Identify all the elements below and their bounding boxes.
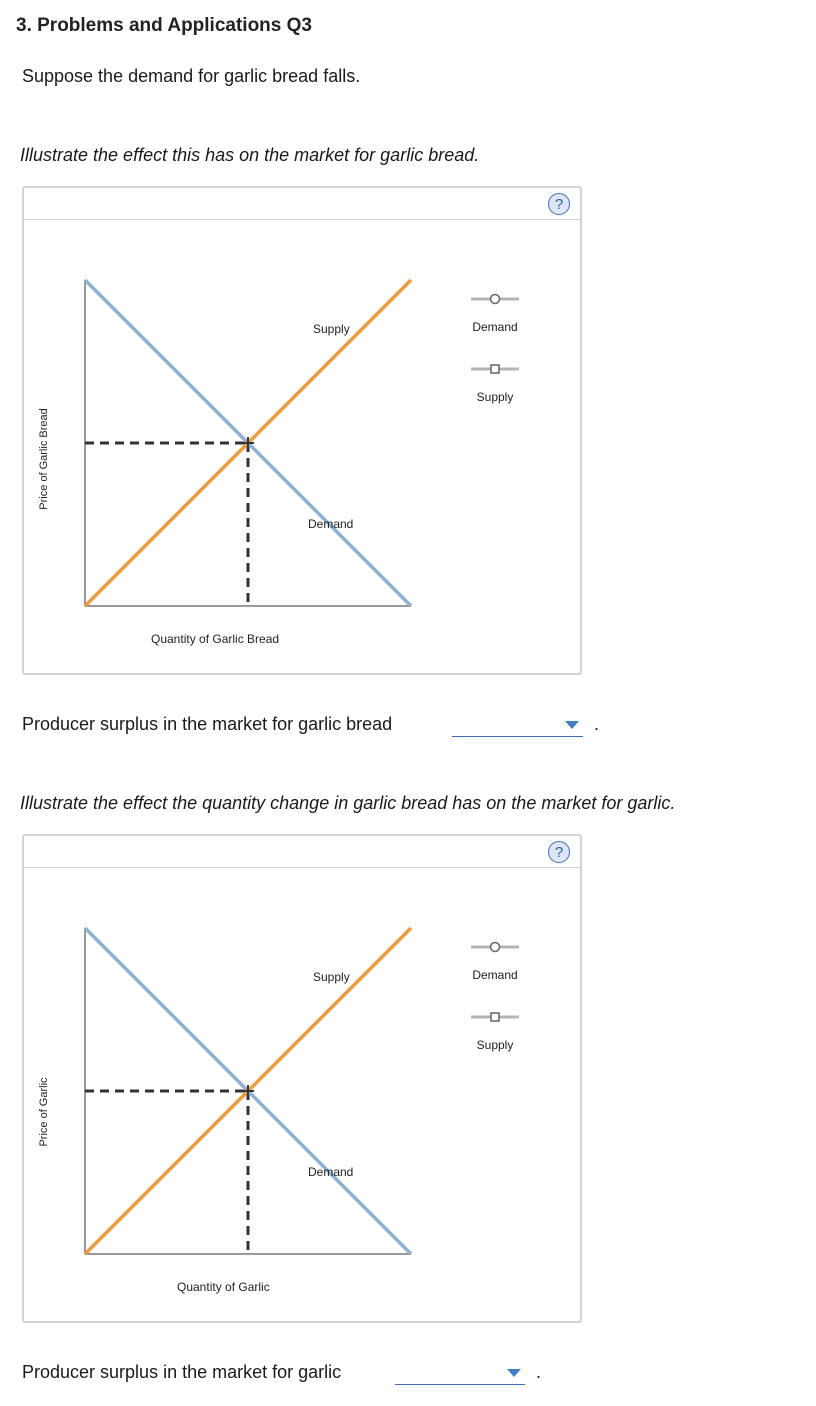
palette-supply-tool[interactable]: Supply (460, 1010, 530, 1052)
x-axis-label: Quantity of Garlic (177, 1280, 270, 1294)
problem-heading: 3. Problems and Applications Q3 (16, 15, 312, 36)
supply-curve-label: Supply (313, 322, 350, 336)
chevron-down-icon (507, 1369, 521, 1377)
demand-curve-label: Demand (308, 517, 354, 531)
instruction-garlic: Illustrate the effect the quantity chang… (20, 793, 676, 813)
palette-supply-label: Supply (476, 390, 514, 404)
x-axis-label: Quantity of Garlic Bread (151, 632, 280, 646)
panel-toolbar: ? (24, 836, 580, 868)
palette-demand-tool[interactable]: Demand (460, 292, 530, 334)
palette-demand-tool[interactable]: Demand (460, 940, 530, 982)
supply-demand-graph[interactable] (24, 188, 580, 673)
question-garlic: Producer surplus in the market for garli… (22, 1362, 342, 1382)
chevron-down-icon (565, 721, 579, 729)
demand-curve-label: Demand (308, 1165, 354, 1179)
producer-surplus-dropdown-garlic[interactable] (395, 1362, 525, 1385)
panel-toolbar: ? (24, 188, 580, 220)
square-marker-icon (471, 364, 519, 374)
palette-supply-tool[interactable]: Supply (460, 362, 530, 404)
question-garlic-bread: Producer surplus in the market for garli… (22, 714, 393, 734)
palette-supply-label: Supply (476, 1038, 514, 1052)
graph-panel-garlic-bread: ? Price of Garlic Bread Quantity of Garl… (22, 186, 582, 675)
sentence-period: . (536, 1362, 542, 1382)
graph-panel-garlic: ? Price of Garlic Quantity of Garlic Sup… (22, 834, 582, 1323)
circle-marker-icon (471, 941, 519, 953)
help-icon[interactable]: ? (548, 841, 570, 863)
problem-intro: Suppose the demand for garlic bread fall… (22, 66, 361, 86)
sentence-period: . (594, 714, 600, 734)
instruction-garlic-bread: Illustrate the effect this has on the ma… (20, 145, 480, 165)
supply-demand-graph[interactable] (24, 836, 580, 1321)
circle-marker-icon (471, 293, 519, 305)
producer-surplus-dropdown-garlic-bread[interactable] (452, 714, 583, 737)
palette-demand-label: Demand (472, 320, 518, 334)
square-marker-icon (471, 1012, 519, 1022)
y-axis-label: Price of Garlic (38, 1077, 50, 1147)
help-icon[interactable]: ? (548, 193, 570, 215)
palette-demand-label: Demand (472, 968, 518, 982)
supply-curve-label: Supply (313, 970, 350, 984)
y-axis-label: Price of Garlic Bread (38, 408, 50, 510)
